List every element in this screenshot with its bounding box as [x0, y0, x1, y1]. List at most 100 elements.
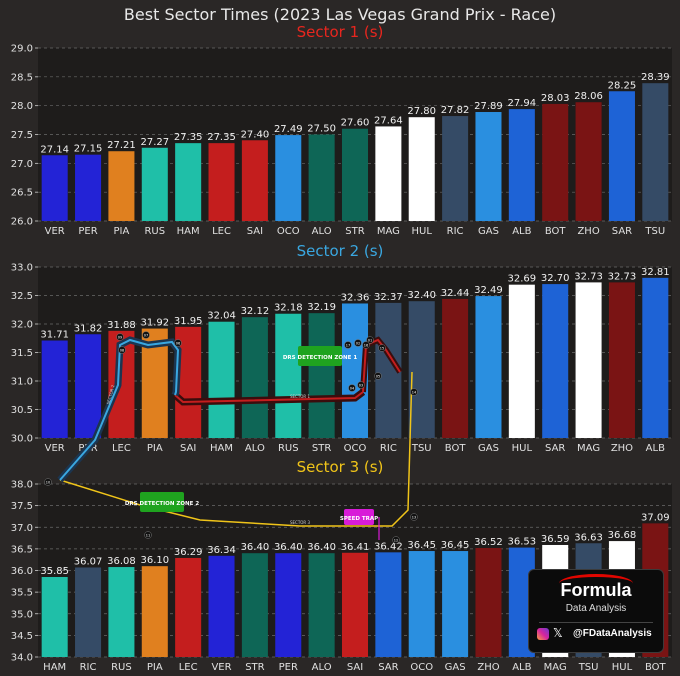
- bar-hul: [408, 117, 435, 221]
- x-tick-label: MAG: [377, 226, 400, 237]
- bar-value-label: 36.40: [307, 542, 336, 553]
- x-tick-label: LEC: [179, 662, 198, 673]
- x-tick-label: OCO: [344, 443, 367, 454]
- bar-value-label: 36.10: [140, 555, 169, 566]
- turn-marker: [44, 478, 52, 486]
- bar-bot: [542, 103, 569, 221]
- bar-mag: [575, 282, 602, 438]
- bar-value-label: 28.06: [574, 91, 603, 102]
- bar-value-label: 37.09: [641, 512, 670, 523]
- x-tick-label: ZHO: [611, 443, 633, 454]
- x-tick-label: ALO: [312, 662, 332, 673]
- bar-value-label: 35.85: [40, 566, 69, 577]
- x-tick-label: TSU: [411, 443, 432, 454]
- bar-sai: [241, 140, 268, 221]
- bar-value-label: 27.14: [40, 144, 69, 155]
- sector-3-track-label: SECTOR 3: [290, 520, 311, 525]
- x-tick-label: OCO: [410, 662, 433, 673]
- y-tick-label: 31.0: [11, 377, 33, 388]
- bar-str: [241, 553, 268, 657]
- track-map-overlay: DRS DETECTION ZONE 1 DRS DETECTION ZONE 2…: [44, 331, 418, 544]
- y-tick-label: 37.0: [11, 523, 33, 534]
- track-sector-2-line: [59, 338, 180, 481]
- bar-zho: [608, 282, 635, 438]
- bar-str: [341, 128, 369, 221]
- bar-alo: [308, 553, 335, 657]
- bar-value-label: 32.37: [374, 292, 403, 303]
- x-tick-label: OCO: [277, 226, 300, 237]
- x-tick-label: RIC: [380, 443, 397, 454]
- x-tick-label: VER: [45, 226, 65, 237]
- x-tick-label: ALB: [646, 443, 665, 454]
- x-tick-label: SAR: [378, 662, 398, 673]
- bar-value-label: 36.45: [441, 540, 470, 551]
- turn-marker: [378, 344, 386, 352]
- y-tick-label: 27.5: [11, 130, 33, 141]
- x-tick-label: GAS: [478, 226, 499, 237]
- bar-value-label: 27.35: [174, 132, 203, 143]
- bar-value-label: 31.82: [74, 323, 103, 334]
- logo-swoosh-icon: [559, 574, 633, 593]
- y-tick-label: 32.0: [11, 320, 33, 331]
- bar-alo: [241, 317, 268, 438]
- bar-gas: [475, 296, 502, 438]
- bar-lec: [175, 557, 202, 657]
- bar-value-label: 27.94: [508, 98, 537, 109]
- bar-zho: [575, 102, 602, 221]
- x-tick-label: SAR: [612, 226, 632, 237]
- turn-label: 16: [364, 344, 368, 348]
- y-tick-label: 28.5: [11, 72, 33, 83]
- turn-label: 11: [146, 534, 150, 538]
- bar-oco: [275, 135, 302, 221]
- x-tick-label: HUL: [612, 662, 633, 673]
- bar-value-label: 27.40: [241, 129, 270, 140]
- bar-value-label: 27.82: [441, 105, 470, 116]
- x-tick-label: LEC: [212, 226, 231, 237]
- x-tick-label: VER: [211, 662, 231, 673]
- x-tick-label: HAM: [177, 226, 200, 237]
- track-sector-1-line: [174, 391, 364, 404]
- bar-value-label: 32.81: [641, 267, 670, 278]
- bar-value-label: 36.08: [107, 556, 136, 567]
- bar-ham: [208, 321, 235, 438]
- bar-pia: [108, 151, 135, 221]
- x-tick-label: ALB: [512, 662, 531, 673]
- x-tick-label: SAI: [347, 662, 363, 673]
- bar-rus: [108, 567, 135, 657]
- x-tick-label: PER: [279, 662, 298, 673]
- drs-detection-zone-2-label: DRS DETECTION ZONE 2: [125, 501, 199, 507]
- x-tick-label: HAM: [43, 662, 66, 673]
- bar-lec: [208, 143, 235, 221]
- bar-value-label: 31.71: [40, 330, 69, 341]
- turn-label: 07: [144, 334, 148, 338]
- turn-marker: [392, 536, 400, 544]
- sector-2-track-label: SECTOR 2: [106, 384, 116, 405]
- turn-marker: [410, 388, 418, 396]
- bar-ric: [75, 567, 102, 657]
- bar-value-label: 36.29: [174, 547, 203, 558]
- bar-value-label: 31.92: [140, 318, 169, 329]
- bar-value-label: 32.04: [207, 311, 236, 322]
- y-tick-label: 27.0: [11, 159, 33, 170]
- bar-zho: [475, 548, 502, 657]
- turn-marker: [410, 513, 418, 521]
- y-tick-label: 31.5: [11, 348, 33, 359]
- sector-1-track-label: SECTOR 1: [290, 394, 311, 399]
- bar-alb: [508, 109, 535, 221]
- x-tick-label: ALO: [245, 443, 265, 454]
- bar-value-label: 27.89: [474, 101, 503, 112]
- turn-label: 06: [176, 342, 180, 346]
- x-tick-label: PIA: [114, 226, 130, 237]
- bar-gas: [442, 551, 469, 657]
- bar-value-label: 31.95: [174, 316, 203, 327]
- x-tick-label: SAI: [180, 443, 196, 454]
- formula-data-analysis-logo: Formula Data Analysis 𝕏 @FDataAnalysis: [528, 569, 664, 653]
- bar-sar: [542, 284, 569, 438]
- x-tick-label: LEC: [112, 443, 131, 454]
- x-tick-label: RIC: [447, 226, 464, 237]
- x-tick-label: BOT: [445, 443, 467, 454]
- bar-value-label: 32.70: [541, 273, 570, 284]
- turn-label: 03: [359, 384, 363, 388]
- x-tick-label: STR: [345, 226, 364, 237]
- turn-marker: [357, 381, 365, 389]
